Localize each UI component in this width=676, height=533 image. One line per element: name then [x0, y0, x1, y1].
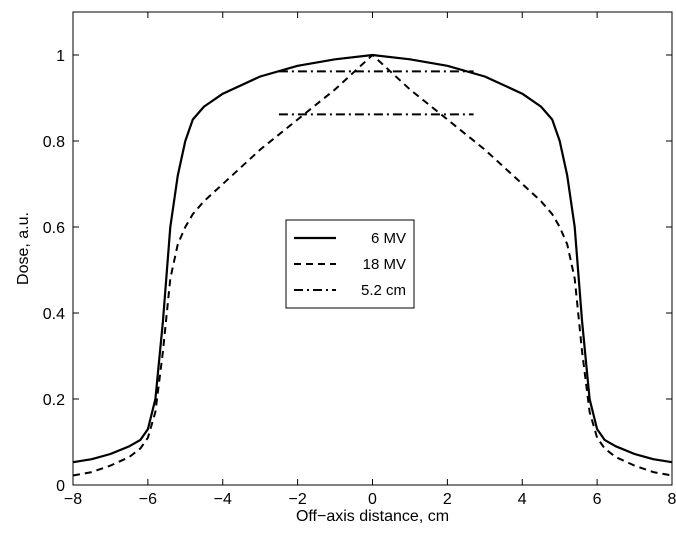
x-tick-label: 0 — [368, 491, 377, 508]
legend: 6 MV 18 MV 5.2 cm — [285, 219, 415, 309]
x-tick-label: 8 — [668, 491, 676, 508]
x-tick-label: −4 — [214, 491, 232, 508]
y-tick-label: 1 — [56, 48, 65, 65]
x-axis-label: Off−axis distance, cm — [296, 508, 449, 525]
y-tick-label: 0.8 — [43, 134, 65, 151]
series-line-18-mv — [72, 54, 673, 477]
y-tick-label: 0 — [56, 478, 65, 495]
y-axis-label: Dose, a.u. — [15, 212, 32, 285]
legend-label-6mv: 6 MV — [371, 230, 406, 247]
y-tick-label: 0.2 — [43, 392, 65, 409]
x-tick-label: 6 — [593, 491, 602, 508]
y-tick-label: 0.6 — [43, 220, 65, 237]
legend-label-5-2cm: 5.2 cm — [361, 282, 406, 299]
series-layer — [72, 53, 673, 477]
x-tick-label: −6 — [139, 491, 157, 508]
legend-label-18mv: 18 MV — [363, 256, 406, 273]
x-tick-label: 2 — [443, 491, 452, 508]
axis-ticks: −8 −6 −4 −2 0 2 4 6 8 0 0.2 0.4 0.6 0.8 1 — [43, 12, 676, 508]
x-tick-label: −2 — [289, 491, 307, 508]
x-tick-label: −8 — [64, 491, 82, 508]
y-tick-label: 0.4 — [43, 306, 65, 323]
x-tick-label: 4 — [518, 491, 527, 508]
